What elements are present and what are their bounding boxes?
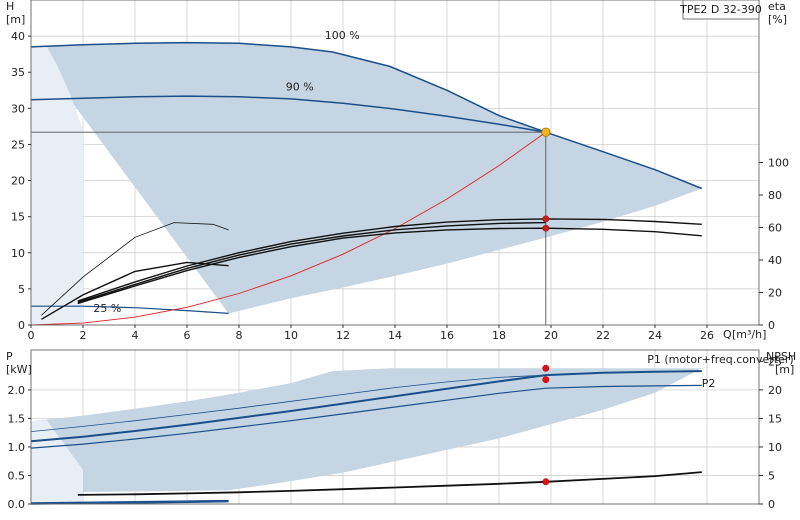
bot-y2tick-label-5: 5 [768, 469, 775, 482]
top-ytick-label-40: 40 [11, 30, 25, 43]
top-y2tick-label-0: 0 [768, 319, 775, 332]
bot-marker-0 [542, 364, 550, 372]
bot-y2tick-label-10: 10 [768, 441, 782, 454]
top-y2tick-label-80: 80 [768, 189, 782, 202]
top-ytick-label-0: 0 [18, 319, 25, 332]
head-axis-name: H [6, 0, 14, 13]
top-xtick-label-0: 0 [28, 329, 35, 342]
bot-series-p1-90 [30, 374, 546, 432]
operating-point [541, 127, 551, 137]
power-axis-unit: [kW] [6, 363, 32, 376]
top-y2tick-label-60: 60 [768, 222, 782, 235]
bot-marker-2 [542, 478, 550, 486]
top-xtick-label-4: 4 [132, 329, 139, 342]
top-xtick-label-12: 12 [336, 329, 350, 342]
bot-series-p1-motor-freq-converter [30, 370, 702, 443]
bot-ytick-label-2-0: 2.0 [8, 384, 26, 397]
flow-axis-name: Q [723, 328, 732, 341]
top-xtick-label-14: 14 [388, 329, 402, 342]
power-chart-frame [30, 349, 760, 505]
bot-y2tick-label-20: 20 [768, 384, 782, 397]
bot-y2tick-label-15: 15 [768, 412, 782, 425]
top-series-eta-system [77, 227, 702, 305]
top-ytick-label-5: 5 [18, 283, 25, 296]
top-ytick-label-15: 15 [11, 211, 25, 224]
top-series-eta-100 [77, 218, 702, 302]
top-xtick-label-26: 26 [700, 329, 714, 342]
bot-series-npsh [77, 471, 702, 496]
bot-operating-band [31, 368, 702, 493]
bot-marker-1 [542, 376, 550, 384]
head-efficiency-chart: 100 %90 %25 % 05101520253035400204060801… [6, 0, 789, 342]
bot-curve-label-p1-motor-freq-converter: P1 (motor+freq.converter) [647, 353, 794, 366]
top-xtick-label-8: 8 [236, 329, 243, 342]
top-ytick-label-35: 35 [11, 66, 25, 79]
top-xtick-label-16: 16 [440, 329, 454, 342]
product-label: TPE2 D 32-390 [679, 3, 762, 16]
top-xtick-label-18: 18 [492, 329, 506, 342]
power-axis-name: P [6, 350, 13, 363]
top-xtick-label-20: 20 [544, 329, 558, 342]
top-series-100 [30, 41, 703, 190]
bot-ytick-label-1-0: 1.0 [8, 441, 26, 454]
top-series-eta-low-2 [41, 261, 229, 320]
top-y2tick-label-20: 20 [768, 287, 782, 300]
top-series-25 [31, 305, 229, 314]
top-curve-label-90: 90 % [286, 80, 314, 93]
power-npsh-chart: P1 (motor+freq.converter) P2 0.0 0.5 1.0 1.5… [6, 349, 796, 511]
top-xtick-label-10: 10 [284, 329, 298, 342]
top-series-eta-90 [77, 221, 546, 303]
bot-series-p1-low [30, 499, 229, 504]
bot-y2tick-label-0: 0 [768, 498, 775, 511]
top-series-system [30, 131, 547, 326]
top-operating-band-light [31, 46, 83, 325]
top-series-90 [30, 95, 546, 133]
top-xtick-label-2: 2 [80, 329, 87, 342]
top-ytick-label-10: 10 [11, 247, 25, 260]
eta-axis-unit: [%] [768, 13, 787, 26]
bot-series-p2 [30, 384, 702, 449]
top-ytick-label-30: 30 [11, 102, 25, 115]
bot-ytick-label-0-0: 0.0 [8, 498, 26, 511]
npsh-axis-name: NPSH [766, 350, 796, 363]
product-label-box: TPE2 D 32-390 [679, 0, 762, 20]
top-curve-label-25: 25 % [93, 302, 121, 315]
top-curve-label-100: 100 % [325, 29, 360, 42]
top-xtick-label-24: 24 [648, 329, 662, 342]
npsh-axis-unit: [m] [775, 363, 794, 376]
top-operating-band [31, 42, 702, 314]
bot-ytick-label-1-5: 1.5 [8, 412, 26, 425]
top-ytick-label-25: 25 [11, 138, 25, 151]
bot-curve-label-p2: P2 [702, 377, 716, 390]
top-xtick-label-6: 6 [184, 329, 191, 342]
top-ytick-label-20: 20 [11, 175, 25, 188]
top-series-eta-low-1 [41, 222, 229, 316]
top-y2tick-label-100: 100 [768, 157, 789, 170]
bot-ytick-label-0-5: 0.5 [8, 469, 26, 482]
bot-y2tick-label-25: 25 [768, 355, 782, 368]
eta-axis-name: eta [768, 0, 786, 13]
head-axis-unit: [m] [6, 13, 25, 26]
top-y2tick-label-40: 40 [768, 254, 782, 267]
top-xtick-label-22: 22 [596, 329, 610, 342]
flow-axis-unit: [m³/h] [732, 328, 766, 341]
